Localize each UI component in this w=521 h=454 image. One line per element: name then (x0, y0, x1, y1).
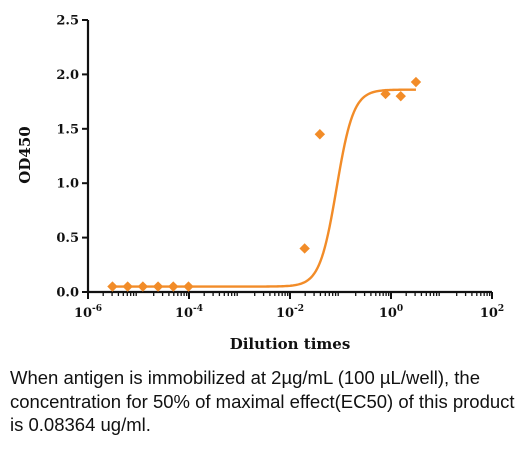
data-point (410, 76, 422, 88)
data-point (107, 281, 118, 292)
data-point (314, 129, 326, 140)
y-tick-label: 0.0 (56, 286, 79, 301)
ticks: 0.0 0.5 1.0 1.5 2.0 2.5 10-6 10-4 10-2 100 102 (56, 14, 504, 322)
x-tick-label: 10-6 (74, 304, 102, 321)
axes (86, 20, 492, 294)
fit-curve (112, 88, 416, 288)
data-point (168, 281, 179, 292)
data-point (380, 88, 391, 100)
data-point (122, 281, 133, 292)
data-points (107, 76, 422, 292)
x-tick-label: 10-4 (175, 304, 203, 321)
y-tick-label: 2.0 (56, 68, 79, 83)
x-tick-label: 100 (379, 304, 403, 321)
y-tick-label: 0.5 (56, 231, 79, 246)
y-tick-label: 1.0 (56, 177, 79, 192)
data-point (299, 243, 310, 254)
data-point (183, 281, 194, 292)
y-tick-label: 2.5 (56, 14, 79, 29)
x-tick-label: 10-2 (276, 304, 304, 321)
x-axis-title: Dilution times (230, 335, 351, 353)
fit-curve-group (112, 88, 416, 288)
chart: 0.0 0.5 1.0 1.5 2.0 2.5 10-6 10-4 10-2 100 102 Dil… (16, 14, 504, 354)
caption: When antigen is immobilized at 2µg/mL (1… (10, 367, 515, 435)
data-point (395, 90, 406, 102)
x-tick-label: 102 (480, 304, 504, 321)
data-point (152, 281, 164, 292)
data-point (137, 281, 149, 292)
y-axis-title: OD450 (16, 126, 34, 183)
y-tick-label: 1.5 (56, 122, 79, 137)
